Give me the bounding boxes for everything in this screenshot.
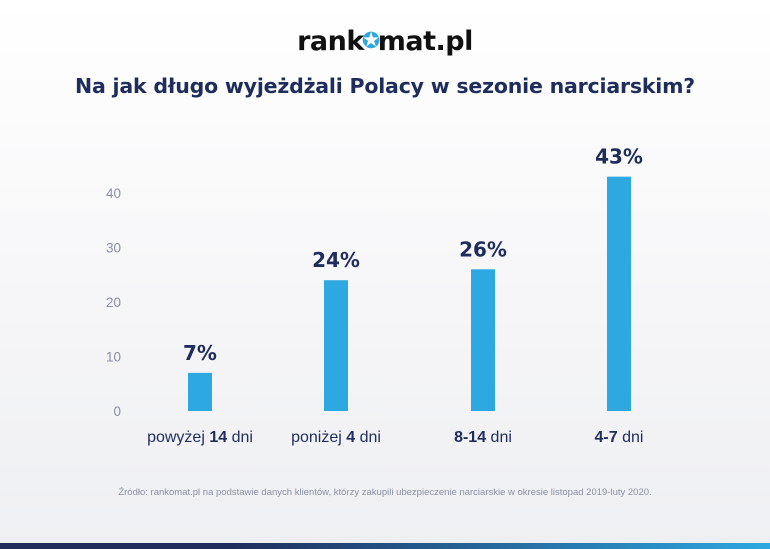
bar [188,372,212,411]
data-label: 24% [312,248,360,272]
rankomat-logo: rank✪mat.pl [0,26,770,57]
y-tick-label: 10 [106,350,121,365]
data-label: 26% [459,237,507,261]
data-label: 43% [595,145,643,169]
data-label: 7% [183,341,217,365]
bar-chart: 0 10 20 30 40 7% 24% 26% 43% powyżej 14 dni poniże… [106,145,644,446]
bar [471,269,495,411]
x-tick-label: 8-14 dni [454,429,512,446]
bar [324,280,348,411]
x-tick-label: 4-7 dni [595,429,644,446]
y-tick-label: 40 [106,186,121,201]
source-note: Źródło: rankomat.pl na podstawie danych … [118,487,652,498]
x-tick-label: poniżej 4 dni [291,429,381,446]
y-tick-label: 20 [106,295,121,310]
bar [607,176,631,411]
logo-text-right: mat.pl [377,26,474,57]
x-tick-label: powyżej 14 dni [147,429,253,446]
logo-text-left: rank [297,26,364,57]
y-tick-label: 0 [113,404,121,419]
footer-gradient-bar [0,543,770,549]
chart-title: Na jak długo wyjeżdżali Polacy w sezonie… [75,74,695,98]
logo-star-icon: ✪ [361,29,380,54]
y-tick-label: 30 [106,241,121,256]
